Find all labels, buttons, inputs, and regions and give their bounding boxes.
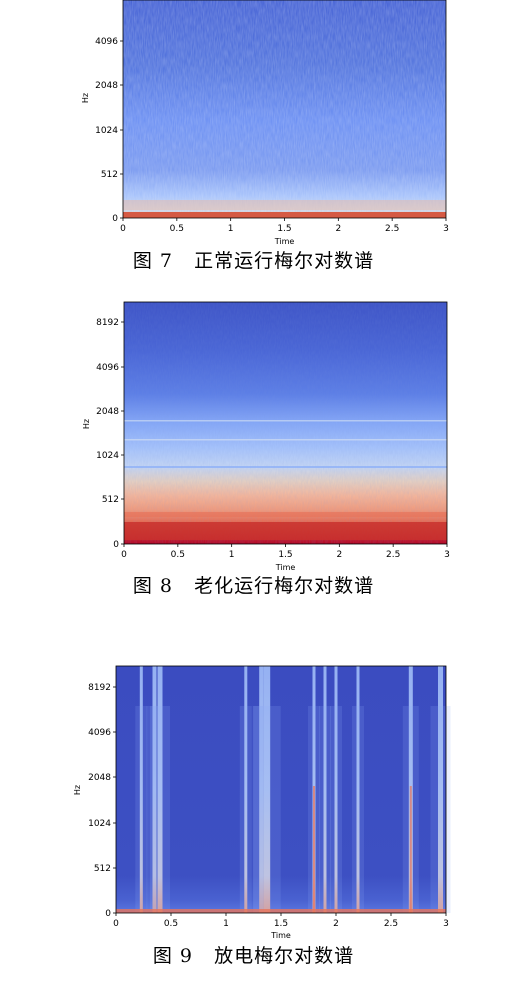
discharge-halo — [135, 706, 148, 913]
y-axis-label: Hz — [81, 93, 90, 103]
discharge-streak — [334, 666, 338, 913]
y-tick-label: 4096 — [96, 363, 119, 373]
discharge-streak — [259, 666, 264, 913]
y-tick-label: 1024 — [96, 451, 119, 461]
x-tick-label: 1.5 — [277, 224, 291, 234]
discharge-halo — [319, 706, 331, 913]
y-tick-label: 512 — [94, 864, 111, 874]
x-tick-label: 2.5 — [386, 550, 400, 560]
spectrogram-8-redband-a — [124, 512, 447, 517]
x-tick-label: 3 — [443, 224, 449, 234]
x-axis-label: Time — [270, 931, 291, 940]
x-tick-label: 0 — [113, 919, 119, 929]
spectrogram-8-line-c — [124, 466, 447, 468]
discharge-streak — [152, 666, 157, 913]
spectrogram-7-base — [123, 212, 446, 218]
spectrogram-8-redband-b — [124, 522, 447, 540]
x-tick-label: 0 — [121, 550, 127, 560]
discharge-halo — [330, 706, 342, 913]
spectrogram-8-line-a — [124, 420, 447, 422]
discharge-halo — [252, 706, 281, 913]
y-tick-label: 4096 — [88, 728, 111, 738]
x-tick-label: 0.5 — [171, 550, 185, 560]
y-tick-label: 0 — [105, 909, 111, 919]
axes-9: 0 0.5 1 1.5 2 2.5 3 0 512 1024 2048 4096 8192 Time Hz — [73, 683, 449, 940]
y-tick-label: 2048 — [95, 81, 118, 91]
x-tick-label: 2.5 — [384, 919, 398, 929]
x-tick-label: 2 — [333, 919, 339, 929]
figure-9-caption: 图 9 放电梅尔对数谱 — [152, 945, 355, 967]
x-tick-label: 0.5 — [164, 919, 178, 929]
y-tick-label: 0 — [112, 214, 118, 224]
y-tick-label: 0 — [113, 540, 119, 550]
spectrogram-7-texture — [123, 0, 446, 218]
x-tick-label: 0.5 — [170, 224, 184, 234]
y-tick-label: 8192 — [88, 683, 111, 693]
figure-8-caption: 图 8 老化运行梅尔对数谱 — [132, 575, 375, 597]
x-tick-label: 1.5 — [278, 550, 292, 560]
axes-8: 0 0.5 1 1.5 2 2.5 3 0 512 1024 2048 4096 8192 Time Hz — [82, 318, 450, 572]
y-tick-label: 1024 — [95, 126, 118, 136]
discharge-halo — [430, 706, 451, 913]
x-axis-label: Time — [274, 237, 295, 246]
x-axis-label: Time — [275, 563, 296, 572]
figure-8: 0 0.5 1 1.5 2 2.5 3 0 512 1024 2048 4096 8192 Time Hz — [82, 301, 450, 572]
discharge-halo — [239, 706, 252, 913]
y-tick-label: 2048 — [96, 407, 119, 417]
x-tick-label: 3 — [444, 550, 450, 560]
x-tick-label: 2 — [336, 550, 342, 560]
spectrogram-8-line-b — [124, 439, 447, 441]
discharge-halo — [150, 706, 170, 913]
spectrogram-9-image — [116, 666, 446, 913]
discharge-streak — [244, 666, 248, 913]
x-tick-label: 1 — [223, 919, 229, 929]
spectrogram-9-base — [116, 909, 446, 913]
discharge-streaks — [135, 666, 451, 913]
discharge-core — [409, 786, 412, 913]
y-tick-label: 1024 — [88, 819, 111, 829]
axes-7: 0 0.5 1 1.5 2 2.5 3 0 512 1024 2048 4096 Time Hz — [81, 37, 449, 246]
x-tick-label: 0 — [120, 224, 126, 234]
discharge-streak — [263, 666, 271, 913]
y-tick-label: 512 — [102, 495, 119, 505]
x-tick-label: 2 — [335, 224, 341, 234]
x-tick-label: 1 — [228, 224, 234, 234]
discharge-core — [313, 786, 315, 913]
x-tick-label: 3 — [443, 919, 449, 929]
y-tick-label: 512 — [101, 170, 118, 180]
y-tick-label: 8192 — [96, 318, 119, 328]
y-tick-label: 4096 — [95, 37, 118, 47]
figure-9: 0 0.5 1 1.5 2 2.5 3 0 512 1024 2048 4096 8192 Time Hz — [73, 665, 451, 940]
y-axis-label: Hz — [82, 419, 91, 429]
y-axis-label: Hz — [73, 785, 82, 795]
discharge-streak — [139, 666, 143, 913]
x-tick-label: 1.5 — [274, 919, 288, 929]
x-tick-label: 1 — [229, 550, 235, 560]
discharge-streak — [356, 666, 360, 913]
discharge-streak — [157, 666, 163, 913]
discharge-streak — [438, 666, 443, 913]
figure-7: 0 0.5 1 1.5 2 2.5 3 0 512 1024 2048 4096 Time Hz — [81, 0, 449, 246]
discharge-streak — [323, 666, 327, 913]
x-tick-label: 2.5 — [385, 224, 399, 234]
spectrogram-7-lowband — [123, 200, 446, 210]
discharge-halo — [352, 706, 364, 913]
figure-7-caption: 图 7 正常运行梅尔对数谱 — [132, 250, 375, 272]
spectrogram-8-texture — [124, 302, 447, 544]
y-tick-label: 2048 — [88, 773, 111, 783]
